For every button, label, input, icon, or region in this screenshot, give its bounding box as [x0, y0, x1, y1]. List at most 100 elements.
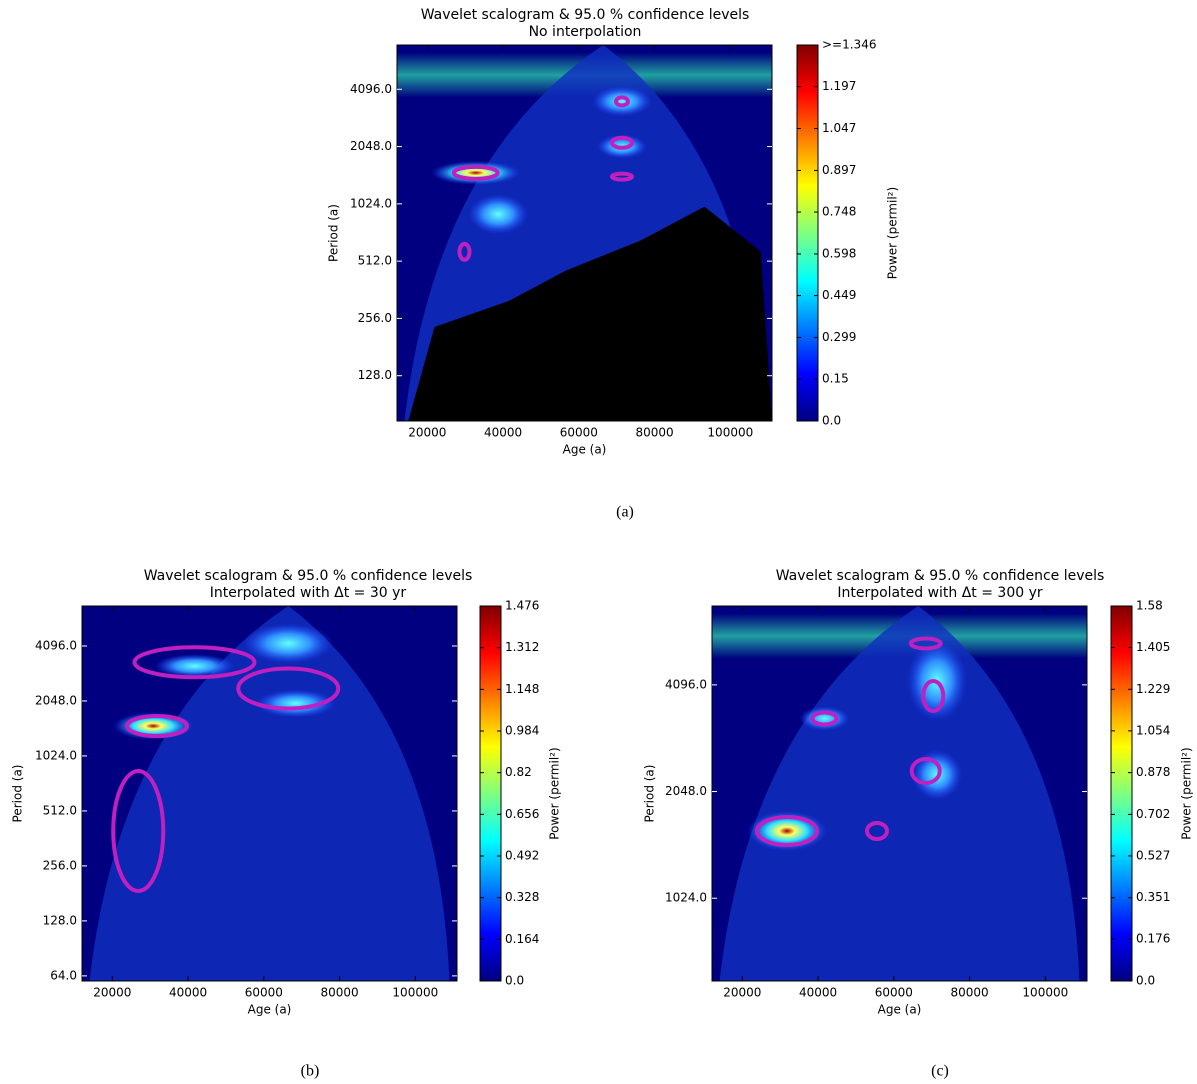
y-tick-label: 4096.0: [350, 82, 392, 96]
significance-contour: [457, 241, 472, 262]
x-tick-label: 80000: [320, 986, 358, 1000]
colorbar-tick-label: 1.054: [1136, 723, 1170, 737]
y-tick-label: 2048.0: [35, 693, 77, 707]
y-tick-label: 1024.0: [350, 196, 392, 210]
x-tick-label: 20000: [723, 986, 761, 1000]
colorbar-tick-label: 0.656: [505, 807, 539, 821]
power-blob: [255, 689, 336, 718]
colorbar-tick-label: 0.492: [505, 849, 539, 863]
colorbar-label: Power (permil²): [1180, 747, 1194, 839]
y-tick-label: 256.0: [358, 311, 392, 325]
panel: Wavelet scalogram & 95.0 % confidence le…: [11, 568, 562, 1080]
colorbar-tick-label: 1.312: [505, 640, 539, 654]
y-tick-label: 4096.0: [665, 677, 707, 691]
significance-contour: [755, 815, 819, 847]
power-blob: [243, 623, 334, 664]
x-tick-label: 80000: [950, 986, 988, 1000]
y-tick-label: 512.0: [43, 803, 77, 817]
colorbar-tick-label: 0.164: [505, 932, 539, 946]
colorbar-tick-label: 1.148: [505, 682, 539, 696]
panel: Wavelet scalogram & 95.0 % confidence le…: [327, 7, 900, 521]
colorbar-tick-label: 0.878: [1136, 765, 1170, 779]
x-axis-label: Age (a): [248, 1003, 292, 1017]
y-axis-label: Period (a): [11, 765, 25, 823]
x-tick-label: 100000: [1022, 986, 1068, 1000]
cone: [719, 606, 1080, 981]
plot-frame: [396, 44, 773, 422]
power-blob: [468, 194, 529, 235]
colorbar-tick-label: 0.0: [1136, 974, 1155, 988]
x-tick-label: 80000: [635, 426, 673, 440]
colorbar: [479, 605, 502, 982]
significance-contour: [451, 164, 500, 181]
colorbar-label: Power (permil²): [886, 187, 900, 279]
colorbar: [796, 44, 819, 422]
colorbar-tick-label: 0.176: [1136, 932, 1170, 946]
colorbar-tick-label: 0.897: [822, 163, 856, 177]
colorbar-tick-label: 0.328: [505, 890, 539, 904]
power-blob: [799, 706, 850, 731]
x-tick-label: 20000: [408, 426, 446, 440]
significance-contour: [132, 645, 257, 680]
power-blob: [154, 654, 235, 678]
y-tick-label: 64.0: [50, 968, 77, 982]
power-blob: [430, 160, 521, 185]
x-tick-label: 40000: [799, 986, 837, 1000]
x-tick-label: 100000: [392, 986, 438, 1000]
panel: Wavelet scalogram & 95.0 % confidence le…: [643, 568, 1194, 1080]
caption: (c): [931, 1063, 949, 1080]
colorbar-tick-label: 1.047: [822, 121, 856, 135]
y-tick-label: 128.0: [358, 368, 392, 382]
colorbar-tick-label: 1.229: [1136, 682, 1170, 696]
y-tick-label: 256.0: [43, 858, 77, 872]
caption: (a): [616, 504, 634, 521]
coi-mask: [408, 206, 772, 421]
significance-contour: [610, 171, 634, 182]
plot-frame: [81, 605, 458, 982]
scalogram-image: [82, 606, 457, 981]
x-tick-label: 20000: [93, 986, 131, 1000]
colorbar-tick-label: 0.82: [505, 765, 532, 779]
colorbar-tick-label: 0.0: [822, 414, 841, 428]
chart-subtitle: Interpolated with Δt = 30 yr: [210, 585, 407, 601]
significance-contour: [125, 714, 189, 738]
colorbar-tick-label: 0.299: [822, 330, 856, 344]
chart-title: Wavelet scalogram & 95.0 % confidence le…: [421, 7, 750, 23]
x-tick-label: 60000: [560, 426, 598, 440]
x-tick-label: 100000: [707, 426, 753, 440]
colorbar-tick-label: 0.984: [505, 724, 539, 738]
x-tick-label: 60000: [875, 986, 913, 1000]
y-tick-label: 2048.0: [665, 784, 707, 798]
y-tick-label: 1024.0: [665, 891, 707, 905]
chart-subtitle: Interpolated with Δt = 300 yr: [837, 585, 1043, 601]
x-tick-label: 40000: [169, 986, 207, 1000]
x-tick-label: 60000: [245, 986, 283, 1000]
significance-contour: [614, 95, 630, 108]
x-tick-label: 40000: [484, 426, 522, 440]
scalogram-image: [397, 45, 772, 421]
colorbar-tick-label: 0.598: [822, 246, 856, 260]
colorbar-tick-label: 0.702: [1136, 807, 1170, 821]
colorbar-tick-label: 0.15: [822, 372, 849, 386]
colorbar-tick-label: 1.405: [1136, 640, 1170, 654]
colorbar-tick-label: 0.527: [1136, 848, 1170, 862]
colorbar-tick-label: 1.476: [505, 599, 539, 613]
scalogram-image: [712, 606, 1087, 981]
y-tick-label: 2048.0: [350, 139, 392, 153]
colorbar-tick-label: 0.351: [1136, 890, 1170, 904]
y-tick-label: 1024.0: [35, 748, 77, 762]
power-blob: [592, 86, 652, 117]
colorbar-tick-label: 1.197: [822, 79, 856, 93]
y-axis-label: Period (a): [327, 204, 341, 262]
colorbar-tick-label: >=1.346: [822, 38, 876, 52]
significance-contour: [865, 821, 889, 841]
colorbar-tick-label: 0.748: [822, 205, 856, 219]
significance-contour: [236, 666, 341, 711]
y-tick-label: 512.0: [358, 254, 392, 268]
caption: (b): [301, 1063, 320, 1080]
significance-contour: [111, 769, 166, 893]
chart-title: Wavelet scalogram & 95.0 % confidence le…: [144, 568, 473, 584]
colorbar: [1110, 605, 1133, 982]
colorbar-tick-label: 1.58: [1136, 599, 1163, 613]
